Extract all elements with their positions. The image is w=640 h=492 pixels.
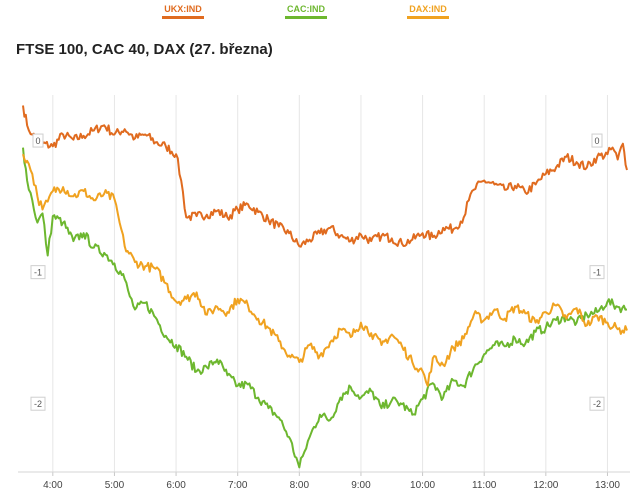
x-tick-label: 9:00 <box>351 480 371 491</box>
y-tick-box-right <box>591 133 603 148</box>
y-tick-box-left <box>30 265 46 280</box>
legend-label-cac-ind: CAC:IND <box>287 4 325 14</box>
x-tick-label: 8:00 <box>290 480 310 491</box>
legend-swatch-ukx-ind <box>162 16 204 19</box>
y-tick-label-left: -2 <box>34 399 42 409</box>
y-tick-label-right: -1 <box>593 268 601 278</box>
x-tick-label: 7:00 <box>228 480 248 491</box>
x-tick-label: 13:00 <box>595 480 620 491</box>
y-tick-label-left: 0 <box>35 136 40 146</box>
series-line-ukx-ind <box>22 105 628 248</box>
series-line-cac-ind <box>22 147 628 469</box>
legend-label-dax-ind: DAX:IND <box>409 4 447 14</box>
y-tick-box-right <box>589 265 605 280</box>
series-line-dax-ind <box>22 153 628 387</box>
series-lines <box>22 105 628 469</box>
chart-title: FTSE 100, CAC 40, DAX (27. března) <box>16 41 273 58</box>
x-tick-labels: 4:00 5:00 6:00 7:00 8:00 9:00 10:00 11:00 12:00 1… <box>43 480 620 491</box>
y-tick-labels: 0 0 -1 -1 -2 -2 <box>30 133 605 411</box>
x-tick-label: 11:00 <box>472 480 497 491</box>
grid <box>52 95 608 476</box>
x-tick-label: 6:00 <box>166 480 186 491</box>
legend-swatch-dax-ind <box>407 16 449 19</box>
legend-label-ukx-ind: UKX:IND <box>164 4 202 14</box>
x-tick-label: 5:00 <box>105 480 125 491</box>
y-tick-box-right <box>589 396 605 411</box>
legend-swatch-cac-ind <box>285 16 327 19</box>
y-tick-label-left: -1 <box>34 268 42 278</box>
y-tick-box-left <box>32 133 44 148</box>
x-tick-label: 10:00 <box>410 480 435 491</box>
y-tick-label-right: 0 <box>594 136 599 146</box>
y-tick-label-right: -2 <box>593 399 601 409</box>
x-tick-label: 4:00 <box>43 480 63 491</box>
x-tick-label: 12:00 <box>533 480 558 491</box>
y-tick-box-left <box>30 396 46 411</box>
legend: UKX:IND CAC:IND DAX:IND <box>162 4 449 19</box>
